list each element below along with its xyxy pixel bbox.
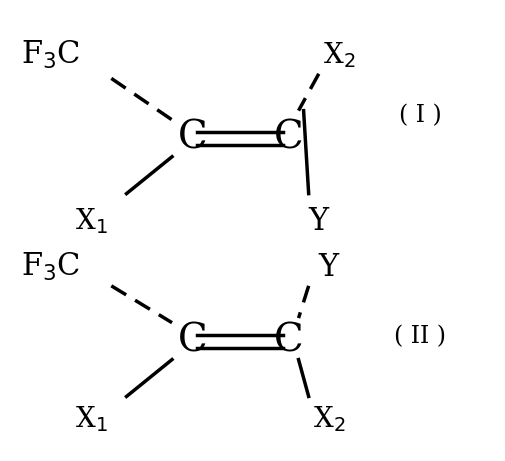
Text: X$_2$: X$_2$ [322,41,355,70]
Text: ( I ): ( I ) [398,104,440,127]
Text: X$_1$: X$_1$ [75,207,107,236]
Text: Y: Y [308,206,328,237]
Text: F$_3$C: F$_3$C [21,39,80,71]
Text: C: C [273,323,302,360]
Text: C: C [177,120,207,157]
Text: C: C [177,323,207,360]
Text: F$_3$C: F$_3$C [21,251,80,284]
Text: X$_1$: X$_1$ [75,405,107,434]
Text: C: C [273,120,302,157]
Text: ( II ): ( II ) [393,325,445,348]
Text: Y: Y [318,252,338,283]
Text: X$_2$: X$_2$ [312,405,344,434]
